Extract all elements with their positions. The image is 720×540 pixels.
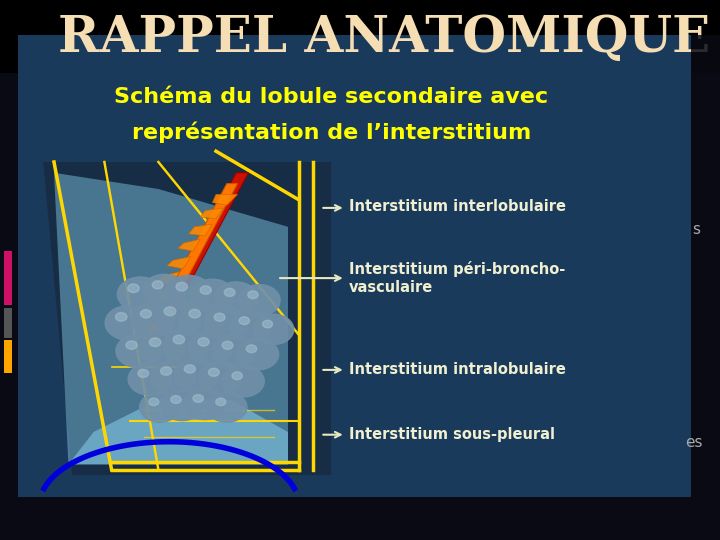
Polygon shape xyxy=(189,224,212,236)
Polygon shape xyxy=(157,272,180,285)
Circle shape xyxy=(127,284,139,293)
Circle shape xyxy=(149,338,161,347)
Circle shape xyxy=(153,300,201,335)
Polygon shape xyxy=(200,208,223,219)
Circle shape xyxy=(207,392,247,422)
Circle shape xyxy=(215,282,258,314)
Circle shape xyxy=(171,396,181,403)
Polygon shape xyxy=(43,162,331,475)
Circle shape xyxy=(140,309,151,318)
Circle shape xyxy=(163,328,209,363)
Text: Interstitium sous-pleural: Interstitium sous-pleural xyxy=(349,427,555,442)
Circle shape xyxy=(174,358,219,392)
Circle shape xyxy=(253,314,294,345)
Circle shape xyxy=(140,392,180,422)
Circle shape xyxy=(184,364,195,373)
Polygon shape xyxy=(54,173,288,464)
Circle shape xyxy=(204,307,248,339)
Text: représentation de l’interstitium: représentation de l’interstitium xyxy=(132,122,531,143)
Circle shape xyxy=(138,369,149,377)
Circle shape xyxy=(173,335,184,344)
Circle shape xyxy=(246,345,257,353)
Circle shape xyxy=(230,310,271,342)
Circle shape xyxy=(222,366,264,397)
Circle shape xyxy=(150,360,195,394)
Text: Interstitium péri-broncho-
vasculaire: Interstitium péri-broncho- vasculaire xyxy=(349,261,565,295)
Polygon shape xyxy=(212,194,238,205)
Circle shape xyxy=(263,320,273,328)
Circle shape xyxy=(190,279,235,313)
Circle shape xyxy=(200,286,211,294)
Polygon shape xyxy=(68,400,288,464)
Text: s: s xyxy=(693,222,701,237)
Circle shape xyxy=(222,341,233,349)
Circle shape xyxy=(115,313,127,321)
Text: Schéma du lobule secondaire avec: Schéma du lobule secondaire avec xyxy=(114,87,548,107)
Bar xyxy=(0,0,720,73)
Circle shape xyxy=(238,285,280,316)
Circle shape xyxy=(225,288,235,296)
Circle shape xyxy=(216,398,226,406)
Circle shape xyxy=(166,275,212,310)
Text: Interstitium interlobulaire: Interstitium interlobulaire xyxy=(349,199,566,214)
Circle shape xyxy=(149,398,159,406)
Circle shape xyxy=(209,368,220,376)
Circle shape xyxy=(139,331,185,366)
Circle shape xyxy=(143,274,186,307)
Bar xyxy=(18,35,691,497)
Circle shape xyxy=(193,395,204,402)
Bar xyxy=(4,340,12,373)
Polygon shape xyxy=(150,173,248,335)
Circle shape xyxy=(128,363,171,395)
Circle shape xyxy=(212,335,256,367)
Polygon shape xyxy=(151,288,173,301)
Circle shape xyxy=(153,281,163,289)
Polygon shape xyxy=(167,256,191,269)
Circle shape xyxy=(126,341,137,349)
Circle shape xyxy=(184,388,225,420)
Circle shape xyxy=(248,291,258,299)
Text: RAPPEL ANATOMIQUE: RAPPEL ANATOMIQUE xyxy=(58,15,710,63)
Circle shape xyxy=(189,309,200,318)
Circle shape xyxy=(179,302,225,337)
Bar xyxy=(4,251,12,305)
Circle shape xyxy=(164,307,176,316)
Circle shape xyxy=(117,277,163,312)
Circle shape xyxy=(232,372,243,380)
Circle shape xyxy=(161,389,203,421)
Circle shape xyxy=(188,331,233,364)
Text: Interstitium intralobulaire: Interstitium intralobulaire xyxy=(349,362,566,377)
Bar xyxy=(4,308,12,338)
Circle shape xyxy=(198,338,209,346)
Circle shape xyxy=(116,334,161,368)
Circle shape xyxy=(130,303,175,336)
Polygon shape xyxy=(140,184,238,346)
Polygon shape xyxy=(178,239,200,251)
Circle shape xyxy=(161,367,171,375)
Text: es: es xyxy=(685,435,703,450)
Circle shape xyxy=(199,362,242,394)
Bar xyxy=(691,35,720,497)
Circle shape xyxy=(237,339,279,370)
Circle shape xyxy=(239,317,250,325)
Circle shape xyxy=(176,282,187,291)
Circle shape xyxy=(215,313,225,321)
Circle shape xyxy=(105,306,151,340)
